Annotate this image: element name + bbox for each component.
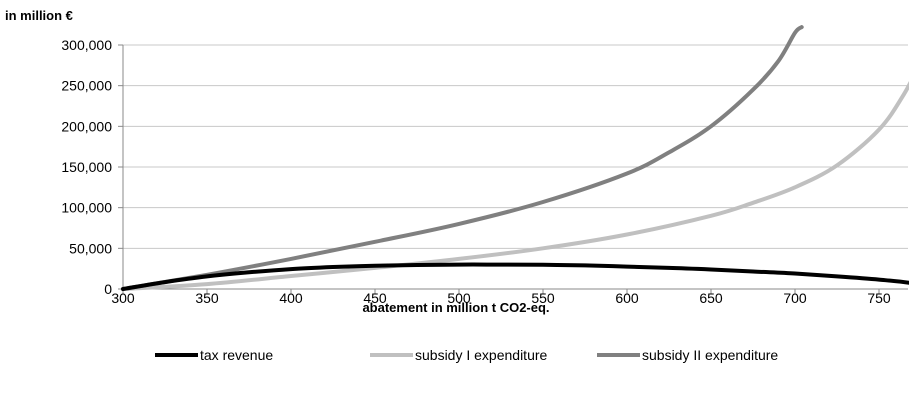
y-tick-label: 300,000	[61, 37, 112, 53]
x-tick-label: 350	[195, 290, 219, 306]
x-tick-labels: 300 350 400 450 500 550 600 650 700 750	[111, 290, 891, 306]
x-tick-label: 700	[783, 290, 807, 306]
y-tick-labels: 0 50,000 100,000 150,000 200,000 250,000 300,0…	[61, 37, 112, 297]
legend-label-tax-revenue: tax revenue	[200, 347, 273, 363]
x-tick-label: 600	[615, 290, 639, 306]
x-axis-label: abatement in million t CO2-eq.	[362, 300, 549, 315]
y-tick-label: 50,000	[69, 240, 112, 256]
series-lines	[121, 25, 909, 291]
y-tick-label: 150,000	[61, 159, 112, 175]
x-tick-label: 500	[447, 290, 471, 306]
gridlines	[123, 44, 908, 249]
x-tick-label: 550	[531, 290, 555, 306]
y-tick-label: 0	[104, 281, 112, 297]
x-tick-label: 750	[867, 290, 891, 306]
series-line-subsidy-ii-expenditure	[121, 25, 804, 291]
legend: tax revenue subsidy I expenditure subsidy …	[155, 347, 778, 363]
legend-label-subsidy-ii-expenditure: subsidy II expenditure	[642, 347, 778, 363]
axes	[118, 44, 908, 294]
y-tick-label: 200,000	[61, 118, 112, 134]
y-axis-label: in million €	[5, 8, 73, 23]
series-line-subsidy-i-expenditure	[121, 81, 909, 291]
x-tick-label: 400	[279, 290, 303, 306]
x-tick-label: 650	[699, 290, 723, 306]
y-tick-label: 250,000	[61, 78, 112, 94]
series-line-tax-revenue	[121, 262, 909, 291]
y-tick-label: 100,000	[61, 200, 112, 216]
x-tick-label: 300	[111, 290, 135, 306]
legend-label-subsidy-i-expenditure: subsidy I expenditure	[415, 347, 548, 363]
x-tick-label: 450	[363, 290, 387, 306]
